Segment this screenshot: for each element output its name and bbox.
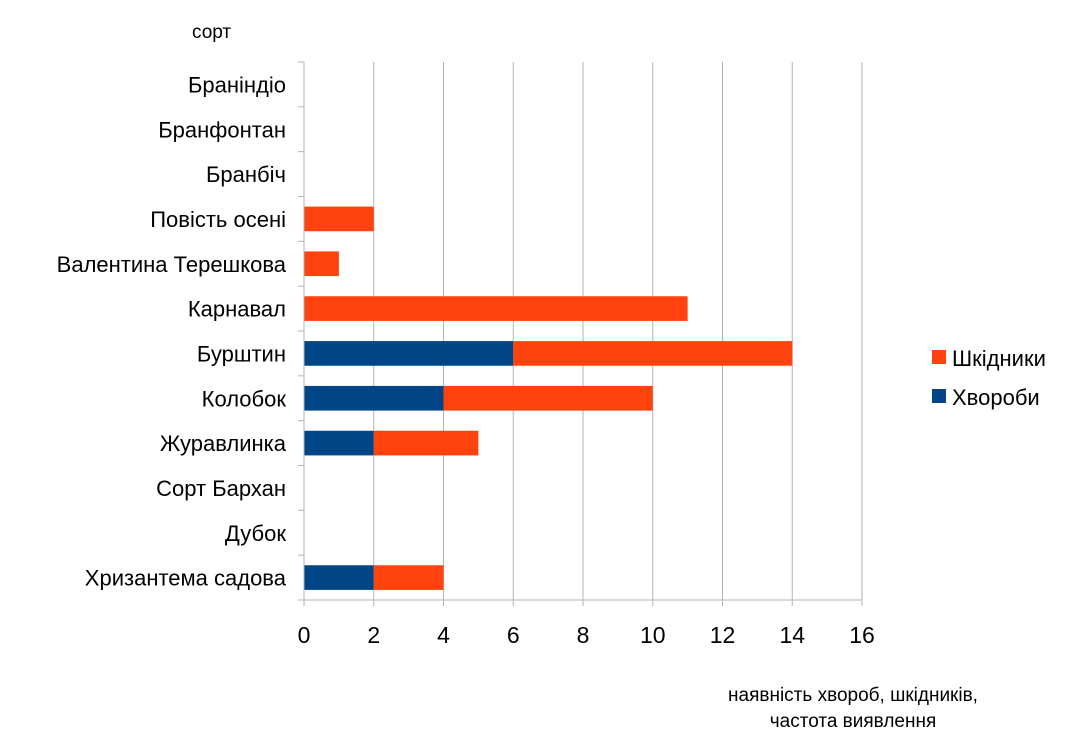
x-tick-label: 4 [437,622,450,648]
bar-disease [304,385,444,411]
bar-disease [304,565,374,590]
category-label: Сорт Бархан [156,476,286,501]
category-label: Бурштин [197,341,286,366]
bar-disease [304,430,374,456]
x-axis-title-line-2: частота виявлення [770,711,937,732]
bar-pest [304,206,374,232]
x-axis-title-line-1: наявність хвороб, шкідників, [728,685,978,706]
category-label: Карнавал [188,297,286,322]
bar-pest [443,385,653,411]
category-label: Валентина Терешкова [57,252,287,277]
bar-pest [304,296,688,321]
bar-pest [304,251,339,277]
x-tick-label: 6 [507,622,520,648]
grid [373,62,863,600]
category-label: Дубок [225,521,286,546]
category-label: Колобок [202,386,287,411]
x-tick-label: 10 [640,622,666,648]
x-tick-label: 14 [779,622,805,648]
bar-pest [373,430,479,456]
axes [298,61,863,606]
category-label: Хризантема садова [85,566,287,591]
x-tick-label: 0 [298,622,311,648]
category-label: Повість осені [150,207,286,232]
category-labels: Браніндіо Бранфонтан Бранбіч Повість осені В… [57,72,287,590]
x-tick-label: 2 [367,622,380,648]
legend-swatch [932,350,946,364]
x-tick-labels: 0 2 4 6 8 10 12 14 16 [298,622,875,648]
category-label: Браніндіо [188,72,286,97]
legend: Шкідники Хвороби [932,346,1046,410]
legend-swatch [932,389,946,403]
legend-label: Шкідники [952,346,1046,371]
bar-disease [304,341,514,366]
bar-pest [373,565,444,590]
x-tick-label: 8 [577,622,590,648]
x-tick-label: 16 [849,622,875,648]
bar-pest [513,341,793,366]
bars [304,206,793,590]
category-label: Бранфонтан [158,117,286,142]
x-tick-label: 12 [710,622,736,648]
category-label: Журавлинка [160,431,287,456]
legend-label: Хвороби [952,385,1040,410]
category-label: Бранбіч [206,162,286,187]
y-axis-title: сорт [192,22,231,43]
